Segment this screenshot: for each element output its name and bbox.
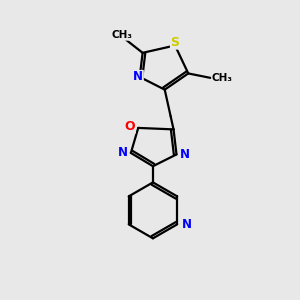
Text: S: S (170, 36, 179, 49)
Text: CH₃: CH₃ (212, 73, 233, 83)
Text: CH₃: CH₃ (112, 30, 133, 40)
Text: N: N (179, 148, 189, 161)
Text: N: N (118, 146, 128, 159)
Text: N: N (182, 218, 192, 231)
Text: O: O (125, 120, 135, 133)
Text: N: N (133, 70, 143, 83)
